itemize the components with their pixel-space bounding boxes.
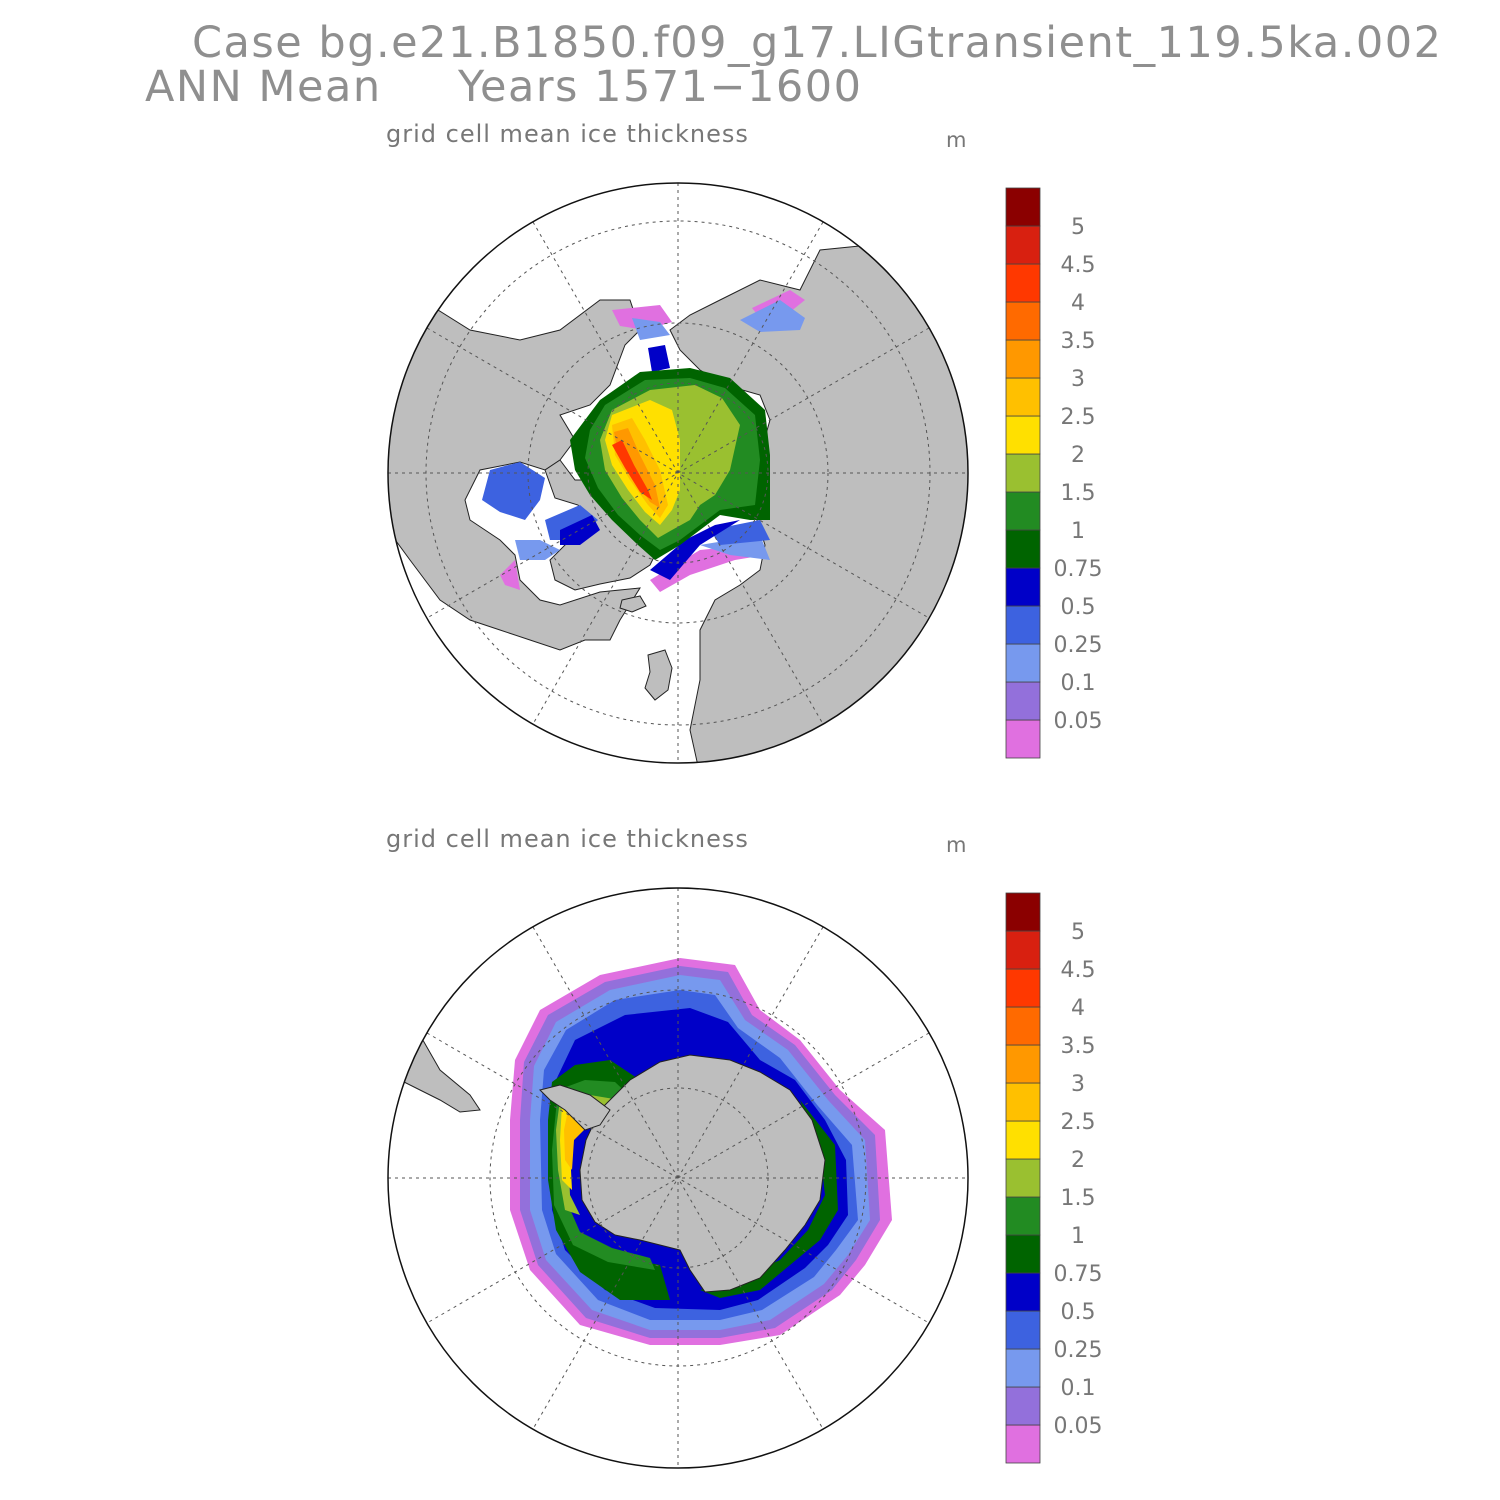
north-colorbar-swatch-1 [1005,681,1041,721]
antarctic-graticule [388,888,968,1468]
south-colorbar-swatch-11 [1005,1006,1041,1046]
north-colorbar-tick-label: 0.75 [1054,557,1103,582]
north-colorbar-swatch-8 [1005,415,1041,455]
north-colorbar-swatch-0 [1005,719,1041,759]
south-colorbar-tick-label: 0.75 [1054,1262,1103,1287]
arctic-land-iceland [619,595,647,613]
south-colorbar-tick-label: 3.5 [1061,1034,1096,1059]
south-colorbar-tick-label: 2 [1071,1148,1085,1173]
south-colorbar-swatch-0 [1005,1424,1041,1464]
north-colorbar-swatch-6 [1005,491,1041,531]
north-colorbar-swatch-12 [1005,263,1041,303]
south-colorbar-tick-label: 2.5 [1061,1110,1096,1135]
south-colorbar-swatch-1 [1005,1386,1041,1426]
south-colorbar: 0.05 0.1 0.25 0.5 0.75 1 1.5 2 2.5 3 3.5 4 4.5 5 [1005,892,1103,1464]
south-colorbar-tick-label: 4 [1071,996,1085,1021]
ice-band-0.1 [515,300,805,560]
south-colorbar-tick-label: 5 [1071,920,1085,945]
south-colorbar-swatch-4 [1005,1272,1041,1312]
north-colorbar-tick-label: 5 [1071,215,1085,240]
case-title: Case bg.e21.B1850.f09_g17.LIGtransient_1… [192,18,1443,68]
south-colorbar-swatch-13 [1005,930,1041,970]
south-colorbar-swatch-14 [1005,892,1041,932]
south-colorbar-swatch-8 [1005,1120,1041,1160]
south-colorbar-swatch-9 [1005,1082,1041,1122]
arctic-land-north-america [388,299,641,651]
ice-band-0.25 [482,462,770,545]
south-colorbar-swatch-10 [1005,1044,1041,1084]
years-label: Years 1571−1600 [458,62,863,112]
south-colorbar-swatch-6 [1005,1196,1041,1236]
south-colorbar-tick-label: 3 [1071,1072,1085,1097]
south-colorbar-swatch-12 [1005,968,1041,1008]
north-colorbar-tick-label: 0.05 [1054,709,1103,734]
ice-band-4 [612,440,652,500]
south-colorbar-tick-label: 0.25 [1054,1338,1103,1363]
north-colorbar-swatch-7 [1005,453,1041,493]
north-colorbar-swatch-2 [1005,643,1041,683]
south-colorbar-tick-label: 4.5 [1061,958,1096,983]
north-colorbar-swatch-14 [1005,187,1041,227]
antarctic-land-peninsula [539,1084,611,1131]
south-colorbar-swatch-7 [1005,1158,1041,1198]
south-colorbar-swatch-2 [1005,1348,1041,1388]
ice-band-3 [564,1110,612,1170]
north-colorbar-tick-label: 1 [1071,519,1085,544]
south-colorbar-tick-label: 0.1 [1061,1376,1096,1401]
south-panel-title: grid cell mean ice thickness [386,825,749,853]
antarctic-map [387,887,969,1469]
north-colorbar-tick-label: 4.5 [1061,253,1096,278]
north-panel-units: m [946,128,967,152]
south-colorbar-tick-label: 1 [1071,1224,1085,1249]
north-colorbar-tick-label: 0.1 [1061,671,1096,696]
north-colorbar-swatch-10 [1005,339,1041,379]
south-panel-units: m [946,833,967,857]
north-colorbar-swatch-4 [1005,567,1041,607]
north-colorbar-tick-label: 4 [1071,291,1085,316]
north-colorbar-swatch-11 [1005,301,1041,341]
north-panel-title: grid cell mean ice thickness [386,120,749,148]
north-colorbar-tick-label: 0.25 [1054,633,1103,658]
arctic-land-british-isles [644,649,673,701]
period-label: ANN Mean [145,62,382,112]
south-colorbar-swatch-5 [1005,1234,1041,1274]
north-colorbar-swatch-9 [1005,377,1041,417]
north-colorbar-swatch-3 [1005,605,1041,645]
south-colorbar-tick-label: 0.05 [1054,1414,1103,1439]
north-colorbar-swatch-5 [1005,529,1041,569]
south-colorbar-swatch-3 [1005,1310,1041,1350]
antarctic-map-border [387,887,969,1469]
south-colorbar-tick-label: 0.5 [1061,1300,1096,1325]
north-colorbar-swatch-13 [1005,225,1041,265]
north-colorbar-tick-label: 3 [1071,367,1085,392]
north-colorbar-tick-label: 2.5 [1061,405,1096,430]
antarctic-land-continent [579,1054,826,1293]
arctic-graticule [388,183,968,763]
arctic-map [387,182,969,764]
arctic-map-border [387,182,969,764]
north-colorbar-tick-label: 2 [1071,443,1085,468]
north-colorbar-tick-label: 1.5 [1061,481,1096,506]
north-colorbar: 0.05 0.1 0.25 0.5 0.75 1 1.5 2 2.5 3 3.5 4 4.5 5 [1005,187,1103,759]
north-colorbar-tick-label: 0.5 [1061,595,1096,620]
south-colorbar-tick-label: 1.5 [1061,1186,1096,1211]
north-colorbar-tick-label: 3.5 [1061,329,1096,354]
